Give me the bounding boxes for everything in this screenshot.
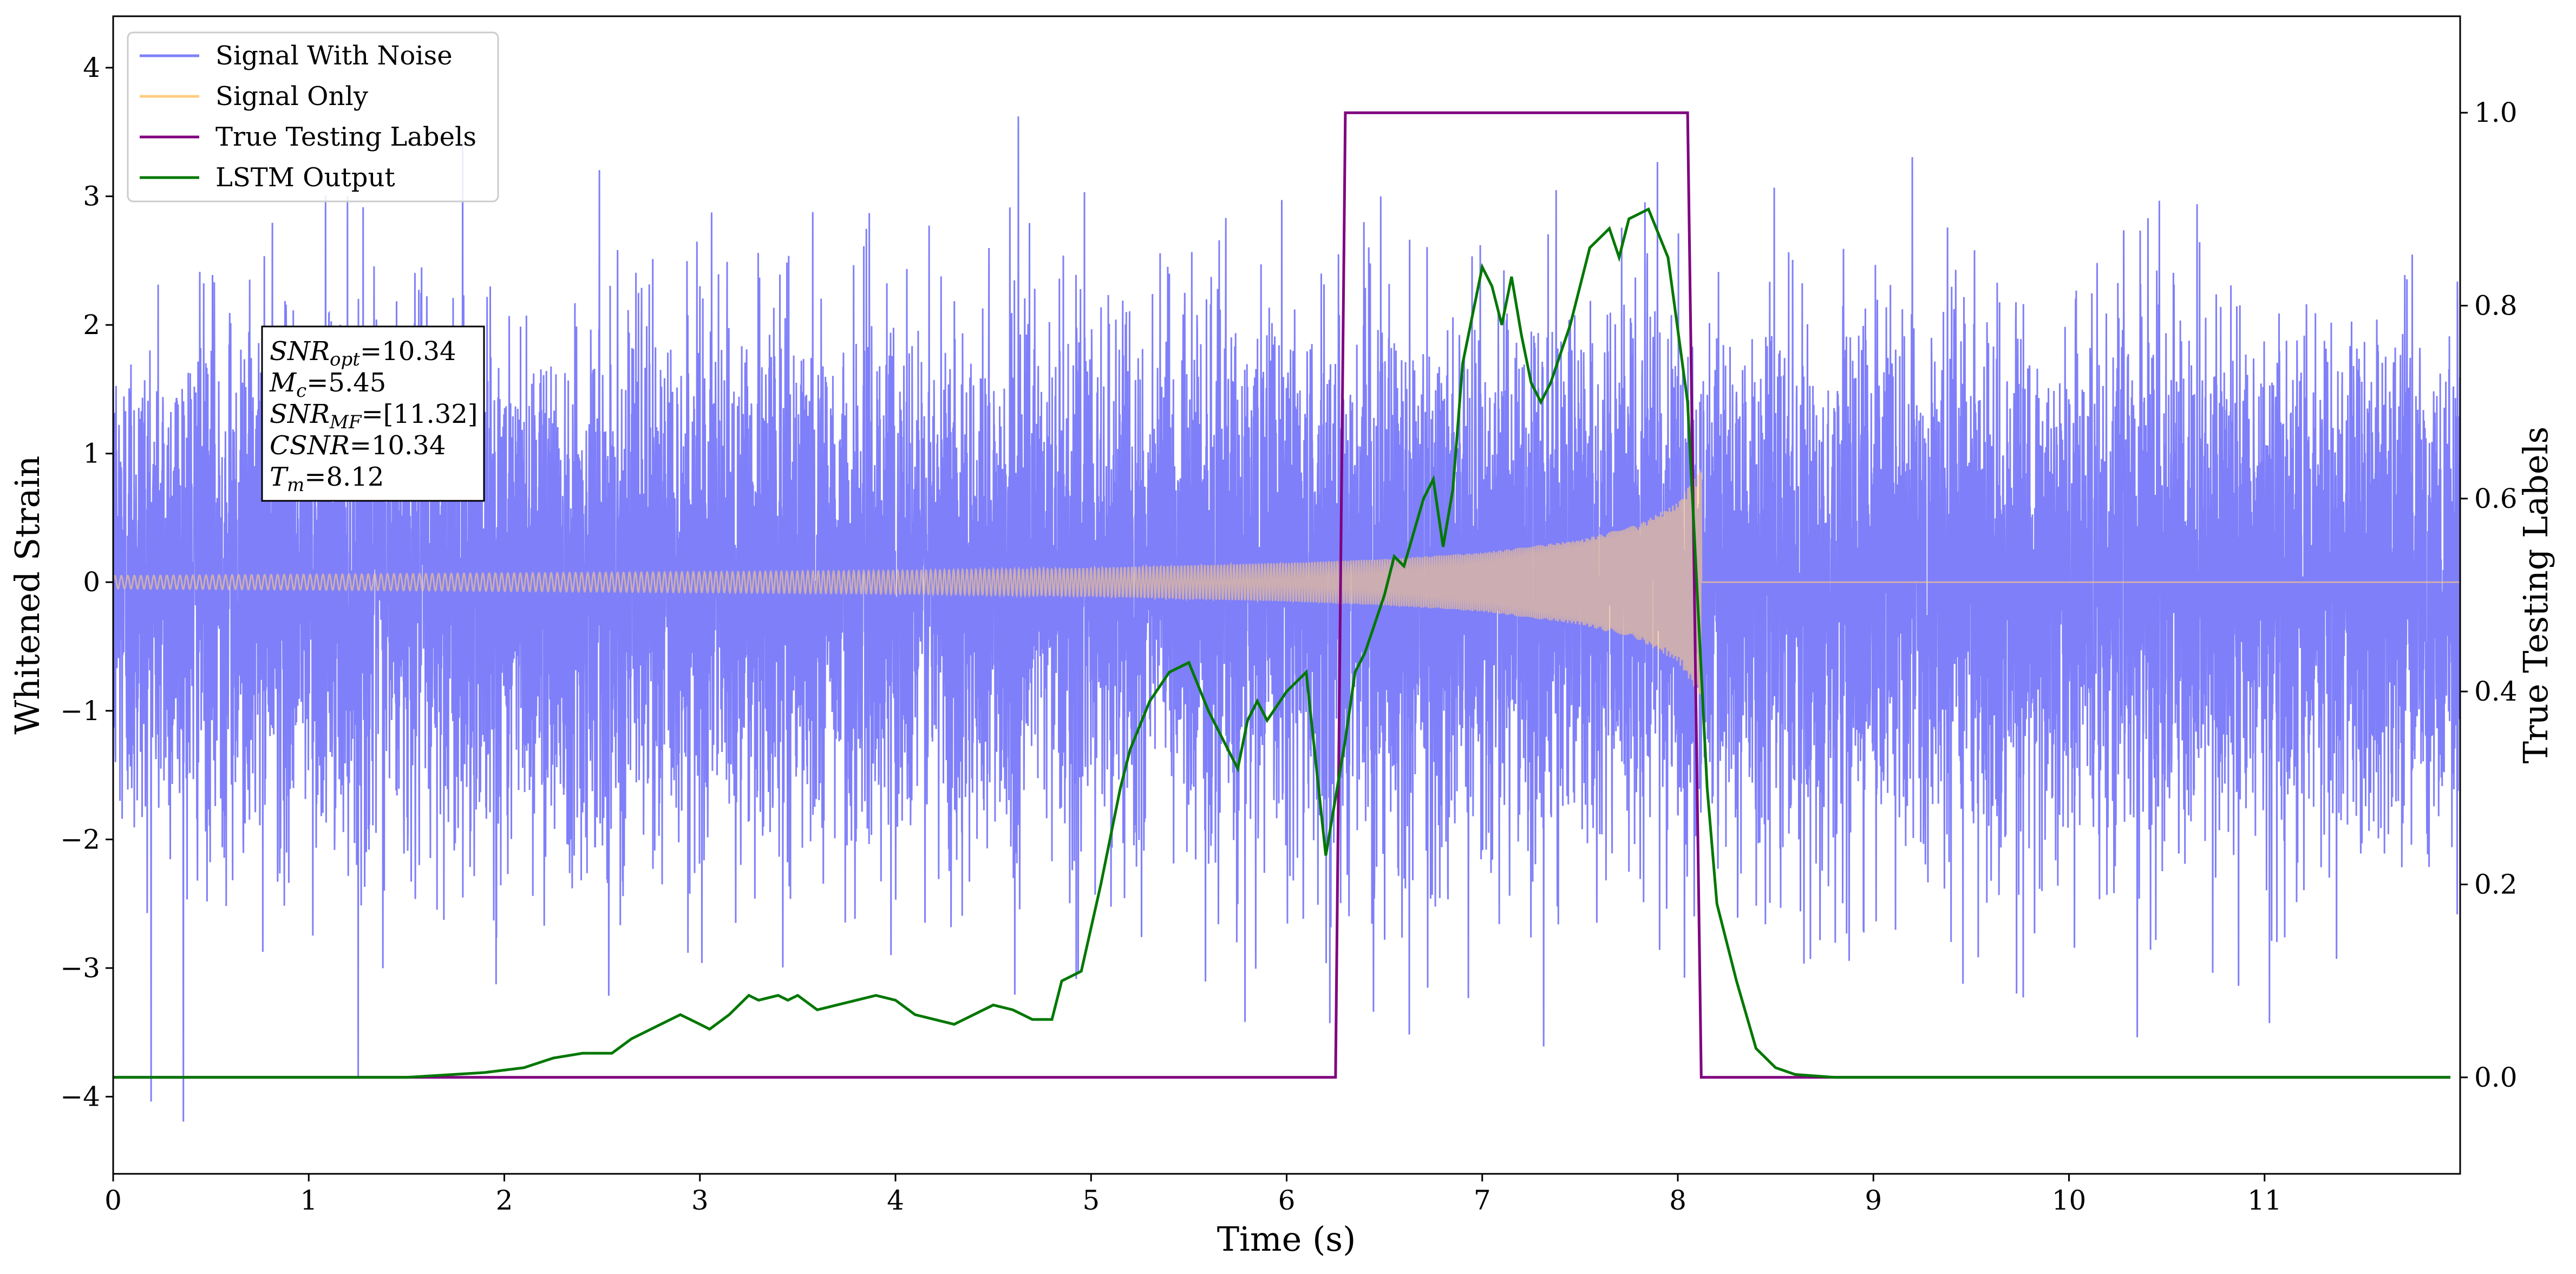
y-right-tick-label: 0.0 — [2474, 1062, 2518, 1093]
legend-label: Signal With Noise — [215, 41, 453, 71]
x-tick-label: 6 — [1278, 1185, 1296, 1216]
y-tick-label: −2 — [60, 824, 100, 855]
x-tick-label: 1 — [300, 1185, 317, 1216]
x-tick-label: 3 — [691, 1185, 709, 1216]
x-tick-label: 7 — [1474, 1185, 1491, 1216]
annotation-line: Tm=8.12 — [270, 462, 384, 496]
y-right-tick-label: 0.2 — [2474, 869, 2518, 900]
annotation-line: Mc=5.45 — [269, 368, 386, 402]
x-tick-label: 11 — [2247, 1185, 2282, 1216]
legend-label: Signal Only — [215, 81, 368, 112]
annotation-line: SNRopt=10.34 — [270, 336, 456, 370]
y-axis-label-right: True Testing Labels — [2516, 427, 2555, 764]
y-tick-label: 0 — [83, 566, 100, 598]
series-line-signal-with-noise — [113, 116, 2460, 1122]
y-tick-label: −4 — [60, 1081, 100, 1112]
annotation-lines: SNRopt=10.34Mc=5.45SNRMF=[11.32]CSNR=10.… — [269, 336, 478, 496]
x-tick-label: 10 — [2052, 1185, 2087, 1216]
y-tick-label: 3 — [83, 181, 100, 212]
x-tick-label: 0 — [104, 1185, 122, 1216]
y-right-tick-label: 0.4 — [2474, 676, 2518, 707]
series-line-lstm-output — [113, 207, 2450, 1079]
series-line-signal-only — [113, 469, 2460, 695]
series-layer — [113, 111, 2460, 1122]
x-tick-label: 8 — [1669, 1185, 1686, 1216]
legend-frame — [127, 31, 499, 202]
annotation-line: SNRMF=[11.32] — [270, 399, 478, 433]
x-tick-label: 4 — [887, 1185, 904, 1216]
y-right-tick-label: 1.0 — [2474, 97, 2518, 128]
legend: Signal With Noise Signal Only True Testing… — [127, 31, 499, 202]
y-right-tick-label: 0.6 — [2474, 483, 2518, 514]
y-tick-label: 4 — [83, 52, 100, 83]
legend-label: True Testing Labels — [215, 122, 476, 152]
y-axis-label: Whitened Strain — [8, 456, 47, 735]
annotation-line: CSNR=10.34 — [270, 430, 446, 461]
annotation-frame — [261, 325, 485, 502]
y-tick-label: 1 — [83, 438, 100, 469]
x-axis-label: Time (s) — [1217, 1219, 1356, 1259]
y-tick-label: 2 — [83, 309, 100, 341]
axis-ticks: 0 1 2 3 4 5 6 7 8 9 10 11 −4 −3 −2 −1 0 1 2 3 4 0.0 0.2 0.4 0.6 0… — [60, 52, 2517, 1216]
x-tick-label: 9 — [1865, 1185, 1882, 1216]
x-tick-label: 2 — [496, 1185, 513, 1216]
legend-label: LSTM Output — [215, 162, 395, 193]
y-right-tick-label: 0.8 — [2474, 290, 2518, 322]
annotation-box: SNRopt=10.34Mc=5.45SNRMF=[11.32]CSNR=10.… — [261, 325, 485, 502]
y-tick-label: −3 — [60, 952, 100, 984]
y-tick-label: −1 — [60, 695, 100, 727]
x-tick-label: 5 — [1082, 1185, 1100, 1216]
legend-entries: Signal With Noise Signal Only True Testing… — [140, 41, 476, 193]
